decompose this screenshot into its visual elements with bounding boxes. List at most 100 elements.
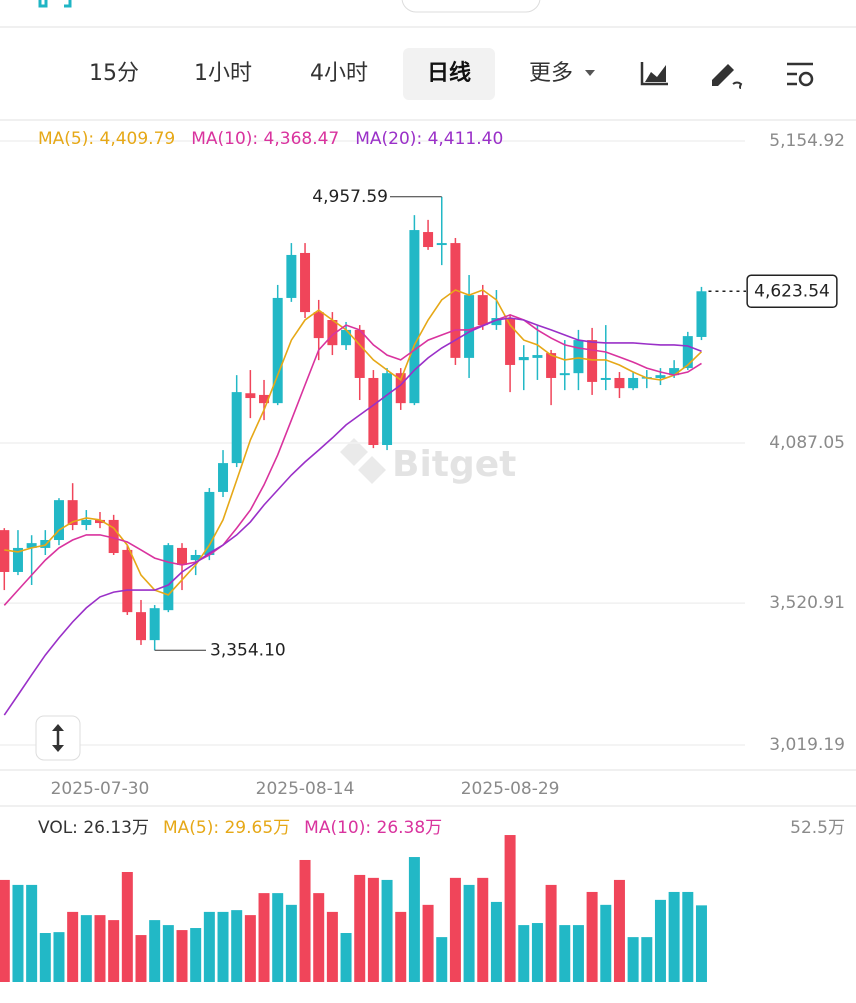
tab[interactable]: 4小时: [310, 61, 368, 86]
volume-bar: [627, 937, 639, 982]
candle-body: [477, 295, 488, 326]
volume-bar: [572, 925, 584, 982]
y-tick-label: 3,019.19: [769, 735, 845, 755]
volume-bar: [545, 884, 557, 982]
candle-body: [108, 519, 119, 554]
volume-bar: [449, 877, 461, 982]
volume-bar: [149, 920, 161, 982]
candle-body: [696, 291, 707, 337]
volume-bar: [121, 872, 133, 982]
volume-bar: [395, 911, 407, 982]
volume-bar: [408, 857, 420, 982]
last-price-box: [746, 274, 838, 309]
volume-bar: [135, 935, 147, 982]
volume-bar: [244, 915, 256, 982]
scale-button[interactable]: [35, 715, 81, 761]
volume-bar: [258, 893, 270, 982]
volume-bar: [80, 915, 92, 982]
volume-bar: [682, 891, 694, 982]
candle-body: [450, 243, 461, 358]
tab[interactable]: 更多: [529, 61, 573, 86]
high-label: 4,957.59: [312, 187, 388, 207]
candle-body: [136, 612, 146, 641]
watermark: Bitget: [340, 438, 516, 485]
candle-body: [573, 340, 584, 374]
candle-body: [81, 519, 92, 526]
legend-entry: VOL: 26.13万: [38, 818, 149, 838]
candle-body: [669, 368, 680, 376]
tab[interactable]: 15分: [89, 61, 139, 86]
volume-bar: [559, 925, 571, 982]
volume-bar: [613, 879, 625, 982]
volume-bar: [53, 932, 65, 982]
settings-icon[interactable]: [787, 62, 814, 87]
x-tick-label: 2025-07-30: [51, 779, 150, 799]
low-label: 3,354.10: [210, 640, 286, 660]
tab[interactable]: 日线: [427, 60, 471, 86]
volume-bar: [326, 911, 338, 982]
volume-bar: [12, 884, 24, 982]
volume-bar: [108, 920, 120, 982]
candle-body: [204, 491, 215, 556]
volume-bar: [600, 904, 612, 982]
volume-bar: [272, 893, 284, 982]
volume-bar: [285, 904, 297, 982]
volume-bar: [490, 901, 502, 982]
candle-body: [464, 295, 475, 358]
candle-body: [313, 312, 324, 339]
candle-body: [436, 243, 447, 246]
candle-body: [300, 252, 311, 313]
candle-body: [354, 329, 365, 378]
candle-body: [505, 318, 516, 365]
tab[interactable]: 1小时: [194, 61, 252, 86]
volume-bar: [162, 925, 174, 982]
candle-body: [67, 500, 78, 526]
candle-body: [218, 463, 229, 492]
volume-bar: [190, 928, 202, 982]
volume-bar: [313, 893, 325, 982]
legend-entry: MA(5): 29.65万: [163, 818, 290, 838]
candle-body: [341, 329, 352, 346]
candle-body: [122, 549, 133, 613]
candle-body: [327, 319, 338, 346]
legend-entry: MA(20): 4,411.40: [355, 129, 503, 149]
volume-bar: [654, 899, 666, 982]
candle-body: [53, 500, 64, 541]
chart-type-icon[interactable]: [640, 62, 668, 86]
candle-body: [628, 377, 639, 389]
volume-bar: [586, 891, 598, 982]
candle-body: [259, 394, 270, 404]
header-chip: [401, 0, 541, 13]
drawing-icon[interactable]: [712, 64, 743, 89]
candle-body: [163, 545, 174, 611]
candle-body: [12, 547, 23, 572]
candle-body: [177, 547, 188, 565]
candle-body: [395, 373, 406, 404]
y-tick-label: 5,154.92: [769, 131, 845, 151]
candle-body: [26, 543, 37, 548]
dropdown-arrow[interactable]: [585, 70, 595, 76]
volume-bar: [668, 891, 680, 982]
x-tick-label: 2025-08-14: [256, 779, 355, 799]
volume-bar: [463, 884, 475, 982]
toolbar: 15分 1小时 4小时 日线 更多: [89, 48, 573, 100]
volume-bar: [477, 877, 489, 982]
volume-bar: [422, 904, 434, 982]
legend-entry: MA(5): 4,409.79: [38, 129, 175, 149]
volume-bar: [436, 937, 448, 982]
ma-line: [3, 317, 702, 716]
volume-bar: [67, 911, 79, 982]
candle-body: [682, 336, 693, 369]
volume-bar: [354, 874, 366, 982]
candle-body: [231, 392, 242, 464]
volume-bar: [299, 859, 311, 982]
volume-bar: [231, 910, 243, 982]
candle-body: [382, 373, 393, 445]
volume-bar: [641, 937, 653, 982]
candle-body: [518, 357, 529, 361]
candle-body: [368, 377, 379, 445]
volume-chart: 52.5万 VOL: 26.13万 MA(5): 29.65万 MA(10): 26.…: [0, 818, 845, 982]
y-tick-label: 4,087.05: [769, 433, 845, 453]
